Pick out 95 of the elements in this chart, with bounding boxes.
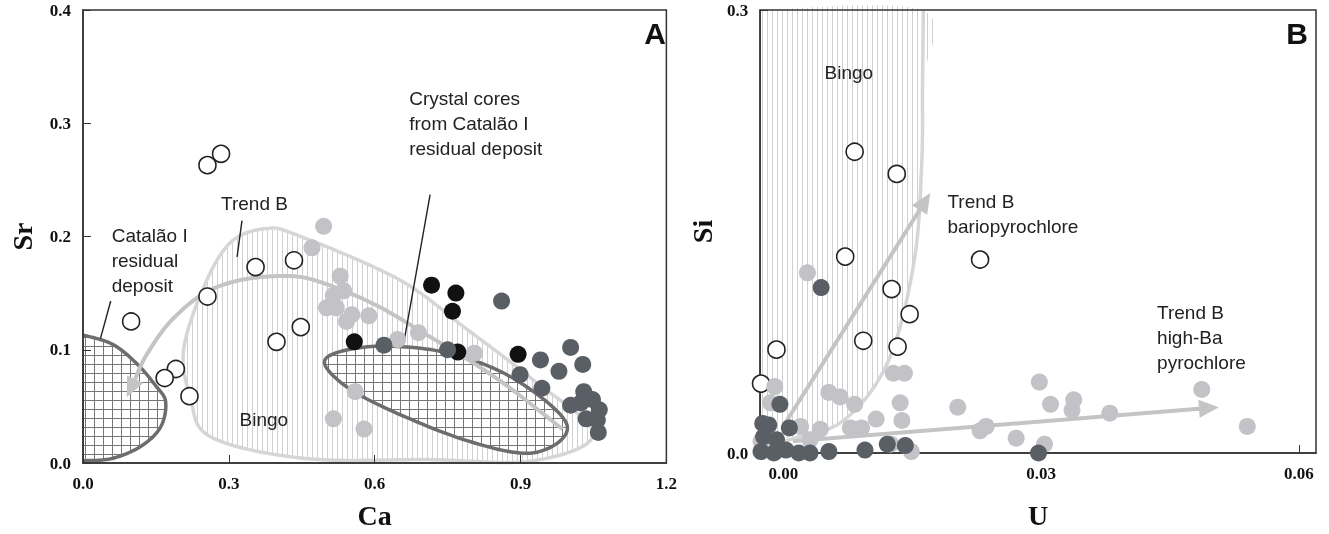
point — [246, 257, 265, 277]
point — [977, 417, 995, 435]
x-tick-label: 1.2 — [655, 474, 677, 493]
point — [767, 340, 786, 359]
point — [835, 247, 855, 266]
point — [878, 435, 896, 453]
point — [267, 332, 286, 352]
point — [198, 287, 217, 306]
x-tick-label: 0.00 — [768, 464, 799, 483]
point — [572, 394, 590, 412]
point — [550, 362, 568, 380]
x-axis-title: U — [1027, 499, 1049, 531]
point — [284, 250, 304, 270]
point — [331, 267, 349, 285]
point — [766, 378, 784, 396]
point — [409, 324, 427, 342]
annotation: Bingo — [824, 61, 874, 83]
point — [439, 341, 457, 359]
point — [531, 351, 549, 369]
point — [355, 420, 373, 438]
point — [888, 337, 907, 356]
point — [846, 395, 864, 413]
point — [900, 304, 919, 324]
x-tick-label: 0.6 — [364, 474, 386, 493]
point — [180, 386, 199, 406]
annotation: Crystal cores from Catalão I residual deposit — [409, 87, 544, 159]
point — [360, 307, 378, 325]
y-tick-label: 0.2 — [49, 227, 71, 246]
point — [346, 383, 364, 401]
point — [493, 292, 511, 310]
point — [303, 239, 321, 257]
x-tick-label: 0.06 — [1283, 464, 1314, 483]
point — [812, 279, 830, 297]
point — [887, 164, 907, 184]
point — [155, 368, 174, 388]
point — [533, 379, 551, 397]
point — [1007, 429, 1025, 447]
point — [780, 419, 798, 437]
point — [896, 437, 914, 455]
point — [970, 250, 990, 269]
point — [771, 395, 789, 413]
point — [867, 410, 885, 428]
point — [1193, 381, 1211, 398]
point — [345, 333, 363, 351]
point — [831, 388, 849, 406]
point — [856, 441, 874, 459]
point — [798, 264, 816, 282]
point — [315, 217, 333, 235]
y-tick-label: 0.3 — [49, 113, 71, 133]
point — [211, 144, 231, 164]
point — [853, 331, 873, 351]
annotation: Bingo — [239, 409, 289, 431]
point — [509, 345, 527, 363]
annotation: Trend B bariopyrochlore — [947, 190, 1079, 237]
point — [589, 423, 607, 441]
point — [1030, 444, 1047, 462]
annotation: Catalão I residual deposit — [111, 224, 188, 296]
y-axis-title: Sr — [6, 222, 38, 251]
point — [423, 276, 441, 294]
point — [291, 317, 311, 337]
point — [820, 443, 838, 461]
point — [465, 344, 483, 362]
point — [1042, 395, 1060, 413]
point — [447, 284, 465, 302]
point — [511, 366, 529, 384]
point — [882, 279, 901, 299]
x-tick-label: 0.9 — [509, 474, 532, 493]
point — [443, 302, 461, 320]
point — [389, 331, 407, 349]
point — [1030, 373, 1048, 391]
x-axis-title: Ca — [357, 499, 392, 531]
y-tick-label: 0.1 — [49, 340, 71, 360]
annotation: Trend B high-Ba pyrochlore — [1157, 302, 1246, 374]
point — [562, 338, 580, 356]
point — [198, 155, 217, 175]
point — [891, 394, 909, 412]
y-tick-label: 0.4 — [49, 0, 72, 20]
annotation: Trend B — [221, 193, 288, 215]
point — [1101, 404, 1119, 422]
y-axis-title: Si — [686, 219, 718, 244]
point — [324, 410, 342, 428]
annotation: B — [1286, 16, 1309, 50]
point — [121, 312, 141, 331]
x-tick-label: 0.0 — [72, 474, 94, 493]
point — [845, 142, 864, 162]
point — [338, 312, 355, 330]
point — [811, 420, 829, 438]
point — [574, 355, 592, 373]
x-tick-label: 0.3 — [218, 474, 240, 493]
point — [949, 398, 967, 416]
point — [893, 412, 911, 430]
annotation: A — [644, 16, 667, 50]
x-tick-label: 0.03 — [1026, 464, 1056, 483]
point — [375, 336, 393, 354]
point — [1238, 417, 1256, 435]
